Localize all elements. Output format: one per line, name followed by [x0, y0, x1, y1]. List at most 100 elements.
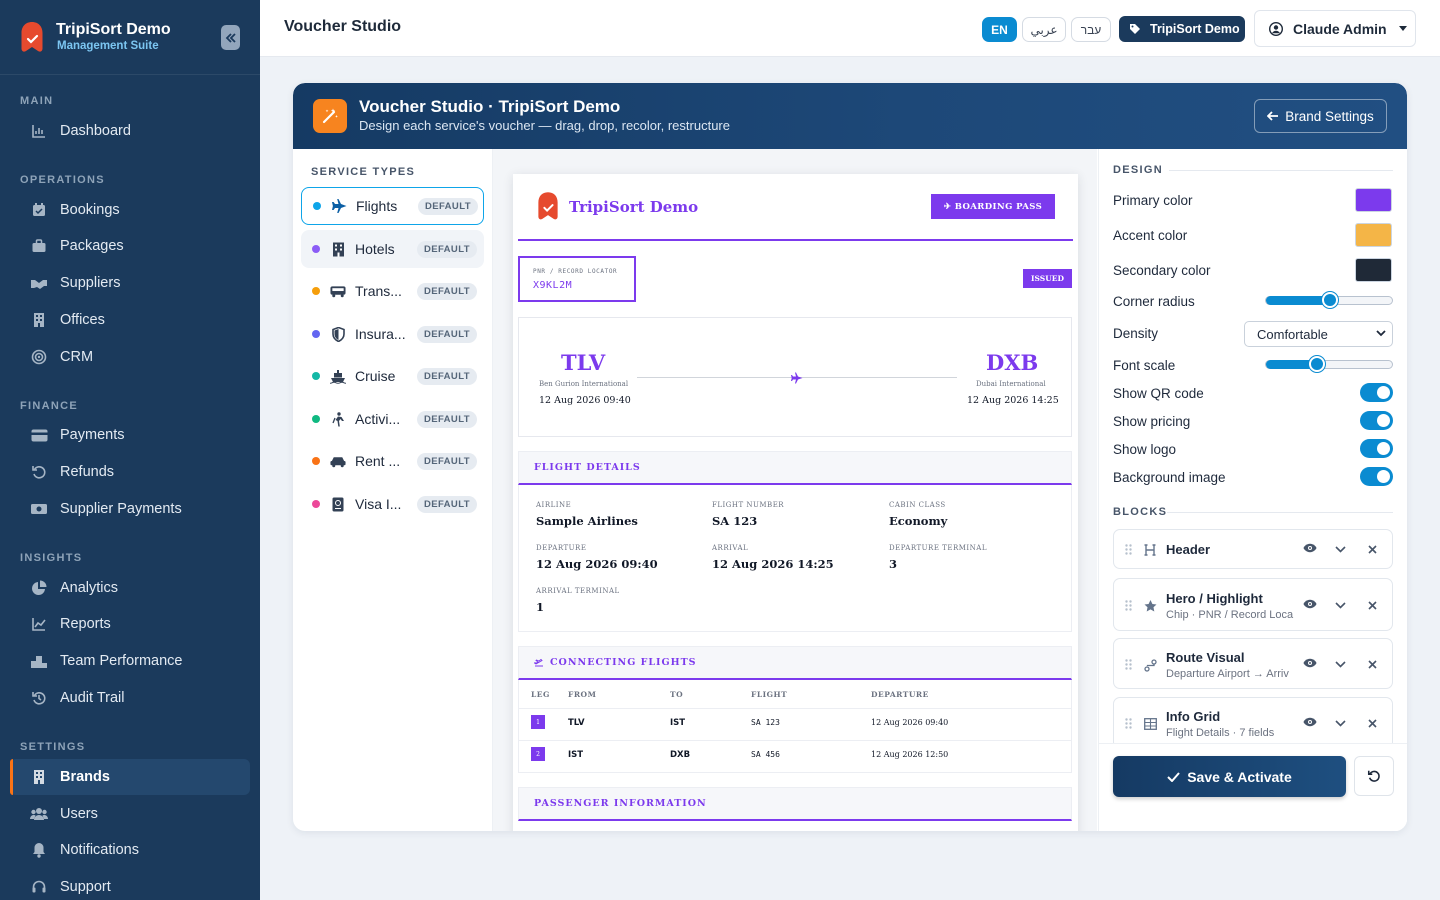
eye-icon[interactable]: [1303, 599, 1317, 613]
primary-color-swatch[interactable]: [1355, 188, 1392, 212]
sidebar-brand[interactable]: TripiSort Demo Management Suite: [0, 0, 260, 75]
block-item[interactable]: Header: [1113, 529, 1393, 569]
nav-packages[interactable]: Packages: [10, 228, 250, 264]
building-icon: [30, 311, 48, 329]
nav-bookings[interactable]: Bookings: [10, 192, 250, 228]
secondary-color-swatch[interactable]: [1355, 258, 1392, 282]
bus-icon: [330, 283, 346, 299]
nav-dashboard[interactable]: Dashboard: [10, 113, 250, 149]
show-qr-toggle[interactable]: [1360, 383, 1393, 402]
block-item[interactable]: Hero / Highlight Chip · PNR / Record Loca: [1113, 578, 1393, 631]
nav-analytics[interactable]: Analytics: [10, 570, 250, 606]
lang-en-button[interactable]: EN: [982, 17, 1017, 42]
nav-suppliers[interactable]: Suppliers: [10, 265, 250, 301]
default-badge: DEFAULT: [417, 282, 477, 300]
status-dot: [312, 415, 320, 423]
service-type-item[interactable]: Flights DEFAULT: [301, 187, 484, 225]
density-select[interactable]: Comfortable: [1244, 321, 1393, 347]
brand-title: TripiSort Demo: [56, 21, 171, 38]
lang-he-button[interactable]: עבר: [1071, 17, 1111, 42]
status-dot: [313, 202, 321, 210]
nav-reports[interactable]: Reports: [10, 606, 250, 642]
slider-thumb[interactable]: [1309, 356, 1325, 372]
nav-notifications[interactable]: Notifications: [10, 832, 250, 868]
table-divider: [519, 708, 1071, 709]
nav-offices[interactable]: Offices: [10, 302, 250, 338]
service-type-item[interactable]: Cruise DEFAULT: [301, 357, 484, 395]
passenger-info-header: PASSENGER INFORMATION: [518, 787, 1072, 821]
nav-brands[interactable]: Brands: [10, 759, 250, 795]
close-icon[interactable]: [1368, 600, 1382, 615]
show-logo-toggle[interactable]: [1360, 439, 1393, 458]
destination-datetime: 12 Aug 2026 14:25: [967, 395, 1059, 406]
section-settings: SETTINGS: [20, 741, 86, 753]
brand-switcher[interactable]: TripiSort Demo: [1119, 16, 1245, 42]
drag-handle-icon[interactable]: [1125, 599, 1133, 611]
plane-icon: [791, 372, 803, 384]
service-type-item[interactable]: Trans... DEFAULT: [301, 272, 484, 310]
tag-icon: [1130, 24, 1140, 34]
service-type-item[interactable]: Rent ... DEFAULT: [301, 442, 484, 480]
drag-handle-icon[interactable]: [1125, 544, 1133, 555]
reset-button[interactable]: [1354, 756, 1394, 796]
service-type-item[interactable]: Hotels DEFAULT: [301, 230, 484, 268]
field-label: AIRLINE: [536, 501, 572, 509]
nav-payments[interactable]: Payments: [10, 417, 250, 453]
nav-users[interactable]: Users: [10, 796, 250, 832]
font-scale-label: Font scale: [1113, 358, 1176, 373]
service-type-item[interactable]: Activi... DEFAULT: [301, 400, 484, 438]
close-icon[interactable]: [1368, 719, 1382, 733]
drag-handle-icon[interactable]: [1125, 718, 1133, 729]
save-activate-button[interactable]: Save & Activate: [1113, 756, 1346, 797]
user-menu-button[interactable]: Claude Admin: [1254, 10, 1416, 47]
block-title: Hero / Highlight: [1166, 590, 1263, 606]
default-badge: DEFAULT: [417, 452, 477, 470]
lang-ar-button[interactable]: عربي: [1022, 17, 1066, 42]
show-pricing-toggle[interactable]: [1360, 411, 1393, 430]
ship-icon: [330, 368, 346, 384]
nav-supplier-payments[interactable]: Supplier Payments: [10, 491, 250, 527]
nav-crm[interactable]: CRM: [10, 339, 250, 375]
accent-color-swatch[interactable]: [1355, 223, 1392, 247]
corner-radius-slider[interactable]: [1265, 292, 1393, 308]
passport-icon: [330, 496, 346, 512]
background-image-toggle[interactable]: [1360, 467, 1393, 486]
chevron-down-icon[interactable]: [1335, 720, 1349, 734]
handshake-icon: [30, 274, 48, 292]
brand-subtitle: Management Suite: [57, 40, 159, 52]
chevron-down-icon[interactable]: [1335, 546, 1349, 560]
nav-team-performance[interactable]: Team Performance: [10, 643, 250, 679]
service-type-item[interactable]: Visa I... DEFAULT: [301, 485, 484, 523]
cell-to: DXB: [670, 750, 691, 760]
corner-radius-label: Corner radius: [1113, 294, 1195, 309]
default-badge: DEFAULT: [417, 240, 477, 258]
chevron-down-icon[interactable]: [1335, 660, 1349, 675]
nav-support[interactable]: Support: [10, 869, 250, 900]
dashboard-icon: [30, 122, 48, 140]
field-label: CABIN CLASS: [889, 501, 946, 509]
service-name: Flights: [356, 198, 398, 214]
nav-refunds[interactable]: Refunds: [10, 454, 250, 490]
eye-icon[interactable]: [1303, 543, 1317, 557]
close-icon[interactable]: [1368, 659, 1382, 674]
drag-handle-icon[interactable]: [1125, 658, 1133, 670]
user-name: Claude Admin: [1293, 20, 1387, 37]
chevron-down-icon[interactable]: [1335, 601, 1349, 616]
nav-audit-trail[interactable]: Audit Trail: [10, 680, 250, 716]
nav-label: Support: [60, 879, 111, 895]
collapse-sidebar-button[interactable]: [221, 25, 240, 50]
close-icon[interactable]: [1368, 545, 1382, 559]
col-departure: DEPARTURE: [871, 690, 929, 699]
field-value: 12 Aug 2026 14:25: [712, 557, 834, 571]
block-item[interactable]: Route Visual Departure Airport → Arriv: [1113, 638, 1393, 689]
block-item[interactable]: Info Grid Flight Details · 7 fields: [1113, 697, 1393, 749]
slider-thumb[interactable]: [1322, 292, 1338, 308]
flight-details-grid: AIRLINE Sample Airlines FLIGHT NUMBER SA…: [518, 485, 1072, 632]
eye-icon[interactable]: [1303, 658, 1317, 672]
eye-icon[interactable]: [1303, 717, 1317, 731]
field-value: Sample Airlines: [536, 514, 638, 528]
font-scale-slider[interactable]: [1265, 356, 1393, 372]
service-type-item[interactable]: Insura... DEFAULT: [301, 315, 484, 353]
nav-label: Packages: [60, 238, 124, 254]
brand-settings-button[interactable]: Brand Settings: [1254, 99, 1387, 133]
